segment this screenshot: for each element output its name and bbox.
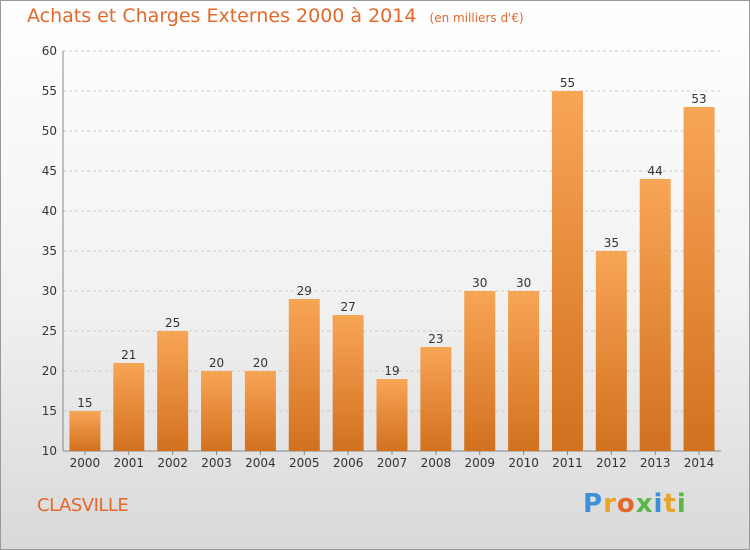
y-tick-label: 40: [42, 204, 57, 218]
bar-2008: [420, 347, 452, 451]
y-tick-label: 35: [42, 244, 57, 258]
x-tick-label: 2004: [245, 456, 276, 470]
x-tick-label: 2009: [464, 456, 495, 470]
x-tick-label: 2007: [377, 456, 408, 470]
bar-2002: [157, 331, 189, 451]
bar-2004: [244, 371, 276, 451]
x-tick-label: 2011: [552, 456, 583, 470]
data-label-2005: 29: [297, 284, 312, 298]
logo-letter: x: [635, 489, 654, 519]
data-label-2009: 30: [472, 276, 487, 290]
data-label-2007: 19: [384, 364, 399, 378]
logo-letter: r: [603, 489, 617, 519]
x-tick-label: 2013: [640, 456, 671, 470]
data-label-2001: 21: [121, 348, 136, 362]
data-label-2000: 15: [77, 396, 92, 410]
commune-name: CLASVILLE: [37, 495, 129, 516]
bar-2007: [376, 379, 408, 451]
bar-2001: [113, 363, 145, 451]
data-label-2006: 27: [340, 300, 355, 314]
bar-2014: [683, 107, 715, 451]
logo-letter: i: [676, 489, 687, 519]
chart-title-block: Achats et Charges Externes 2000 à 2014 (…: [27, 5, 524, 27]
logo-letter: i: [653, 489, 664, 519]
bar-2003: [201, 371, 233, 451]
y-tick-label: 20: [42, 364, 57, 378]
y-tick-label: 25: [42, 324, 57, 338]
y-tick-label: 50: [42, 124, 57, 138]
y-tick-label: 15: [42, 404, 57, 418]
bar-2006: [332, 315, 364, 451]
logo-letter: t: [663, 489, 677, 519]
y-tick-label: 10: [42, 444, 57, 458]
bar-2009: [464, 291, 496, 451]
data-label-2008: 23: [428, 332, 443, 346]
x-tick-label: 2012: [596, 456, 627, 470]
bar-2000: [69, 411, 101, 451]
bar-2013: [639, 179, 671, 451]
x-tick-label: 2006: [333, 456, 364, 470]
y-tick-label: 30: [42, 284, 57, 298]
y-tick-label: 60: [42, 44, 57, 58]
data-label-2014: 53: [691, 92, 706, 106]
data-label-2012: 35: [604, 236, 619, 250]
data-label-2011: 55: [560, 76, 575, 90]
bar-2005: [288, 299, 320, 451]
x-tick-label: 2014: [684, 456, 715, 470]
x-tick-label: 2001: [114, 456, 145, 470]
y-tick-label: 45: [42, 164, 57, 178]
data-label-2004: 20: [253, 356, 268, 370]
x-tick-label: 2002: [157, 456, 188, 470]
bar-2012: [595, 251, 627, 451]
data-label-2002: 25: [165, 316, 180, 330]
logo-letter: o: [616, 489, 636, 519]
chart-subtitle: (en milliers d'€): [429, 11, 524, 25]
data-label-2013: 44: [648, 164, 663, 178]
chart-title: Achats et Charges Externes 2000 à 2014: [27, 5, 417, 27]
y-tick-label: 55: [42, 84, 57, 98]
x-tick-label: 2003: [201, 456, 232, 470]
data-label-2003: 20: [209, 356, 224, 370]
x-tick-label: 2010: [508, 456, 539, 470]
bar-2011: [551, 91, 583, 451]
x-tick-label: 2008: [421, 456, 452, 470]
proxiti-logo: Proxiti: [583, 489, 687, 519]
x-tick-label: 2000: [70, 456, 101, 470]
logo-letter: P: [583, 489, 604, 519]
bar-2010: [508, 291, 540, 451]
data-label-2010: 30: [516, 276, 531, 290]
x-tick-label: 2005: [289, 456, 320, 470]
